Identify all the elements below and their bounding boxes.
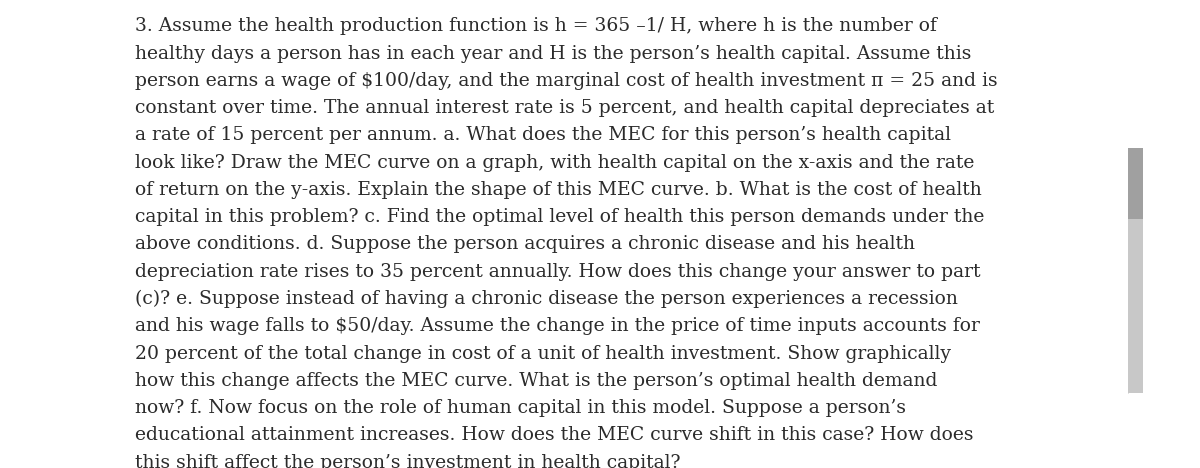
Text: capital in this problem? c. Find the optimal level of health this person demands: capital in this problem? c. Find the opt… [134, 208, 984, 226]
Text: of return on the y-axis. Explain the shape of this MEC curve. b. What is the cos: of return on the y-axis. Explain the sha… [134, 181, 982, 199]
Text: and his wage falls to $50/day. Assume the change in the price of time inputs acc: and his wage falls to $50/day. Assume th… [134, 317, 979, 335]
Text: a rate of 15 percent per annum. a. What does the MEC for this person’s health ca: a rate of 15 percent per annum. a. What … [134, 126, 950, 144]
Text: look like? Draw the MEC curve on a graph, with health capital on the x-axis and : look like? Draw the MEC curve on a graph… [134, 154, 974, 172]
Text: (c)? e. Suppose instead of having a chronic disease the person experiences a rec: (c)? e. Suppose instead of having a chro… [134, 290, 958, 308]
Text: this shift affect the person’s investment in health capital?: this shift affect the person’s investmen… [134, 453, 680, 468]
FancyBboxPatch shape [1128, 148, 1142, 219]
Text: 3. Assume the health production function is h = 365 –1/ H, where h is the number: 3. Assume the health production function… [134, 17, 936, 35]
Text: above conditions. d. Suppose the person acquires a chronic disease and his healt: above conditions. d. Suppose the person … [134, 235, 914, 254]
Text: depreciation rate rises to 35 percent annually. How does this change your answer: depreciation rate rises to 35 percent an… [134, 263, 980, 281]
Text: person earns a wage of $100/day, and the marginal cost of health investment π = : person earns a wage of $100/day, and the… [134, 72, 997, 90]
Text: now? f. Now focus on the role of human capital in this model. Suppose a person’s: now? f. Now focus on the role of human c… [134, 399, 906, 417]
Text: how this change affects the MEC curve. What is the person’s optimal health deman: how this change affects the MEC curve. W… [134, 372, 937, 390]
Text: healthy days a person has in each year and H is the person’s health capital. Ass: healthy days a person has in each year a… [134, 44, 971, 63]
Text: 20 percent of the total change in cost of a unit of health investment. Show grap: 20 percent of the total change in cost o… [134, 344, 950, 363]
Text: educational attainment increases. How does the MEC curve shift in this case? How: educational attainment increases. How do… [134, 426, 973, 445]
FancyBboxPatch shape [1128, 148, 1142, 393]
Text: constant over time. The annual interest rate is 5 percent, and health capital de: constant over time. The annual interest … [134, 99, 994, 117]
